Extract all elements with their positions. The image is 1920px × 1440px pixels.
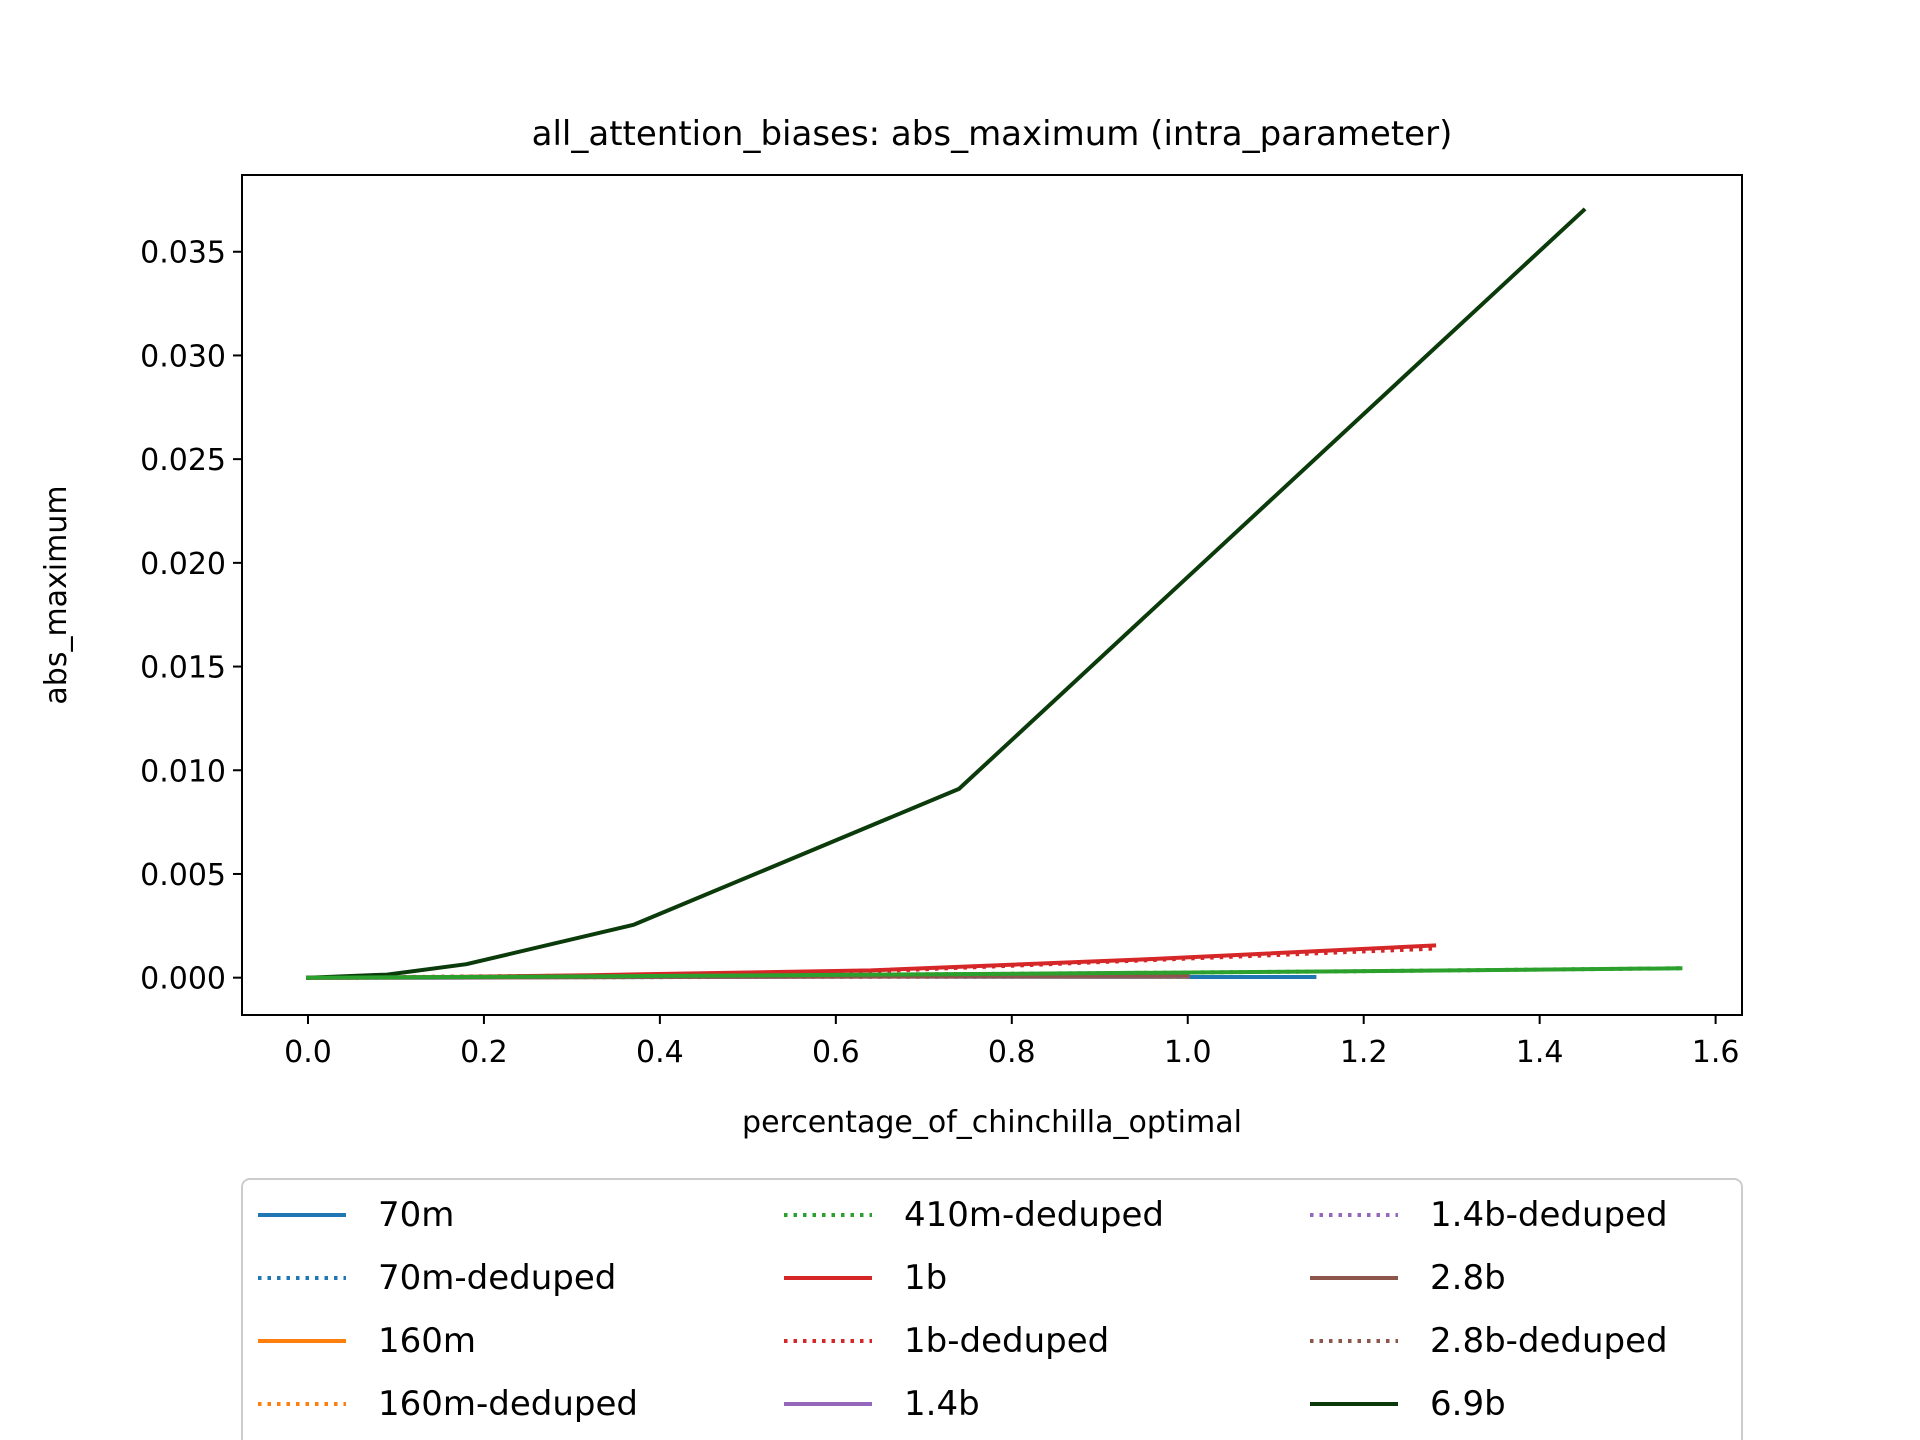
y-tick-label: 0.015: [140, 651, 226, 686]
legend-label: 160m-deduped: [378, 1384, 638, 1424]
x-tick-label: 1.0: [1164, 1035, 1212, 1070]
y-tick-label: 0.030: [140, 339, 226, 374]
x-tick-label: 1.6: [1692, 1035, 1740, 1070]
y-tick-label: 0.010: [140, 754, 226, 789]
legend-label: 70m-deduped: [378, 1258, 616, 1298]
legend-label: 2.8b: [1430, 1258, 1506, 1298]
x-axis-label: percentage_of_chinchilla_optimal: [742, 1105, 1242, 1140]
x-tick-label: 1.2: [1340, 1035, 1388, 1070]
y-tick-label: 0.025: [140, 443, 226, 478]
legend-label: 2.8b-deduped: [1430, 1321, 1668, 1361]
legend-label: 1.4b: [904, 1384, 980, 1424]
series-line-6.9b: [305, 207, 1587, 980]
legend: 70m 70m-deduped 160m 160m-deduped 410m-dedup…: [241, 1178, 1743, 1440]
y-axis-label: abs_maximum: [39, 485, 74, 704]
plot-frame: [241, 174, 1743, 1016]
y-tick-label: 0.020: [140, 547, 226, 582]
legend-label: 410m-deduped: [904, 1195, 1164, 1235]
legend-frame: [241, 1178, 1743, 1440]
x-tick-label: 1.4: [1516, 1035, 1564, 1070]
y-tick-label: 0.000: [140, 962, 226, 997]
x-tick-label: 0.8: [988, 1035, 1036, 1070]
y-tick-label: 0.035: [140, 236, 226, 271]
x-tick-label: 0.2: [460, 1035, 508, 1070]
x-tick-label: 0.6: [812, 1035, 860, 1070]
plot-area: [241, 174, 1743, 1016]
chart-title: all_attention_biases: abs_maximum (intra…: [532, 114, 1453, 154]
legend-label: 160m: [378, 1321, 476, 1361]
x-tick-label: 0.4: [636, 1035, 684, 1070]
series-line-series-12: [305, 966, 1683, 980]
x-axis: 0.0 0.2 0.4 0.6 0.8 1.0 1.2 1.4 1.6: [284, 1015, 1739, 1070]
legend-label: 6.9b: [1430, 1384, 1506, 1424]
x-tick-label: 0.0: [284, 1035, 332, 1070]
y-tick-label: 0.005: [140, 858, 226, 893]
y-axis: 0.000 0.005 0.010 0.015 0.020 0.025 0.030 0.035: [140, 236, 242, 997]
legend-label: 1b-deduped: [904, 1321, 1109, 1361]
legend-label: 70m: [378, 1195, 454, 1235]
legend-label: 1.4b-deduped: [1430, 1195, 1668, 1235]
legend-label: 1b: [904, 1258, 947, 1298]
series-group: [305, 207, 1683, 980]
